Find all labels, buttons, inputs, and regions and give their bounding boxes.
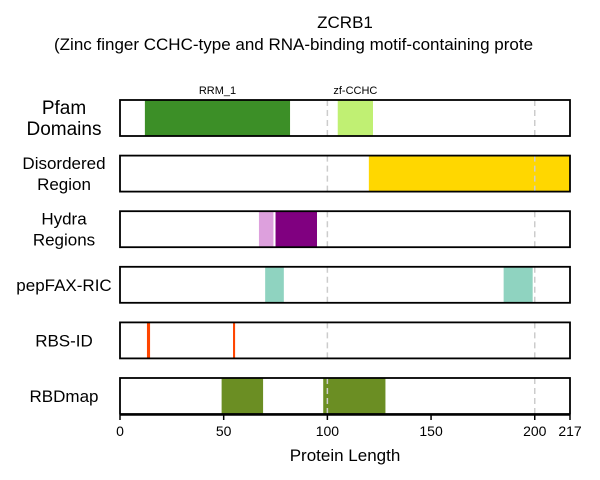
track-0: Pfam Domains RRM_1 zf-CCHC [27, 85, 571, 140]
track-background [120, 266, 570, 303]
track-5: RBDmap [30, 377, 571, 415]
track-frame [119, 265, 571, 304]
x-tick-label: 100 [316, 423, 340, 439]
x-axis: 0 50 100 150 200 217 [116, 414, 582, 439]
segment-3-0 [265, 266, 284, 303]
track-frame [119, 154, 571, 193]
x-tick-label: 217 [558, 423, 582, 439]
segment-0-0 [144, 100, 291, 136]
track-label-1: Disordered Region [22, 154, 105, 194]
track-label-3: pepFAX-RIC [16, 276, 111, 295]
x-axis-label: Protein Length [290, 446, 401, 465]
track-2: Hydra Regions [33, 210, 571, 250]
x-tick-label: 200 [523, 423, 547, 439]
segment-5-0 [221, 378, 264, 414]
segment-2-0 [258, 211, 274, 248]
track-label-line: RBS-ID [35, 331, 93, 350]
segment-0-1 [337, 100, 373, 136]
x-tick-label: 150 [419, 423, 443, 439]
track-label-0: Pfam Domains [27, 98, 102, 140]
chart-title: ZCRB1 [317, 13, 373, 32]
segment-4-1 [233, 322, 236, 359]
track-frame [119, 99, 571, 137]
x-tick-label: 50 [216, 423, 232, 439]
track-label-line: pepFAX-RIC [16, 276, 111, 295]
track-background [120, 322, 570, 359]
segment-4-0 [146, 322, 151, 359]
track-label-line: Disordered [22, 154, 105, 173]
track-background [120, 211, 570, 248]
track-label-line: RBDmap [30, 387, 99, 406]
chart-subtitle: (Zinc finger CCHC-type and RNA-binding m… [54, 35, 533, 54]
track-label-line: Domains [27, 119, 102, 140]
segment-3-1 [503, 266, 533, 303]
track-frame [119, 210, 571, 249]
track-label-5: RBDmap [30, 387, 99, 406]
tracks-group: Pfam Domains RRM_1 zf-CCHC Disordered Region H… [16, 85, 571, 415]
track-frame [119, 321, 571, 360]
track-label-line: Hydra [41, 210, 87, 229]
domain-name-label: zf-CCHC [333, 85, 377, 97]
x-tick-label: 0 [116, 423, 124, 439]
domain-name-label: RRM_1 [199, 85, 236, 97]
track-label-line: Pfam [42, 98, 86, 119]
track-frame [119, 377, 571, 415]
segment-1-0 [368, 155, 570, 192]
track-label-line: Region [37, 175, 91, 194]
track-label-4: RBS-ID [35, 331, 93, 350]
track-label-line: Regions [33, 231, 95, 250]
track-label-2: Hydra Regions [33, 210, 95, 250]
track-4: RBS-ID [35, 321, 571, 360]
segment-2-1 [275, 211, 318, 248]
track-3: pepFAX-RIC [16, 265, 571, 304]
segment-5-1 [323, 378, 386, 414]
track-1: Disordered Region [22, 154, 571, 194]
